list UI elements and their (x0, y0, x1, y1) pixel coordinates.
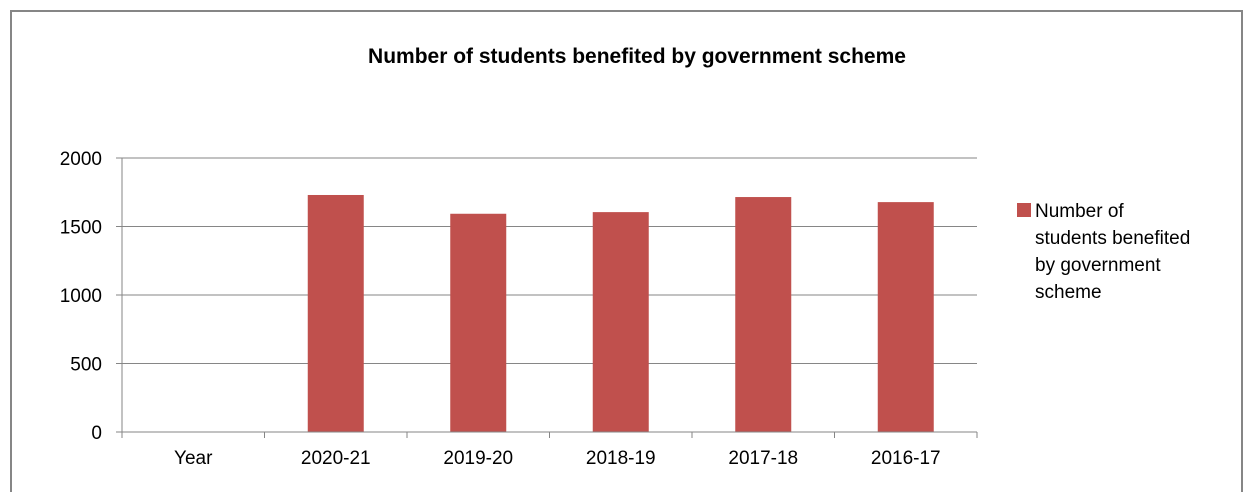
bar (450, 213, 507, 432)
chart-title: Number of students benefited by governme… (368, 45, 906, 68)
bars (307, 194, 934, 432)
y-tick-label: 2000 (60, 149, 102, 170)
gridlines (122, 157, 977, 364)
bar (592, 212, 649, 432)
x-tick-label: 2020-21 (301, 448, 371, 469)
legend-label-line: by government (1035, 255, 1161, 276)
x-tick-label: 2016-17 (871, 448, 941, 469)
axes: 0 500 1000 1500 2000 Year 2020-21 2019-20 2018-1… (60, 149, 978, 469)
y-tick-label: 1000 (60, 286, 102, 307)
x-tick-label: Year (174, 448, 213, 469)
x-tick-label: 2017-18 (728, 448, 798, 469)
y-tick-label: 1500 (60, 218, 102, 239)
bar (307, 194, 364, 432)
legend-label-line: Number of (1035, 201, 1124, 222)
bar (877, 202, 934, 432)
x-tick-label: 2018-19 (586, 448, 656, 469)
legend-label-line: scheme (1035, 282, 1102, 303)
legend: Number of students benefited by government… (1017, 201, 1190, 303)
legend-swatch (1017, 203, 1031, 217)
x-tick-label: 2019-20 (443, 448, 513, 469)
y-tick-label: 500 (70, 355, 102, 376)
legend-label-line: students benefited (1035, 228, 1190, 249)
y-tick-label: 0 (91, 423, 102, 444)
bar (735, 197, 792, 432)
legend-label: Number of students benefited by government… (1035, 201, 1190, 303)
